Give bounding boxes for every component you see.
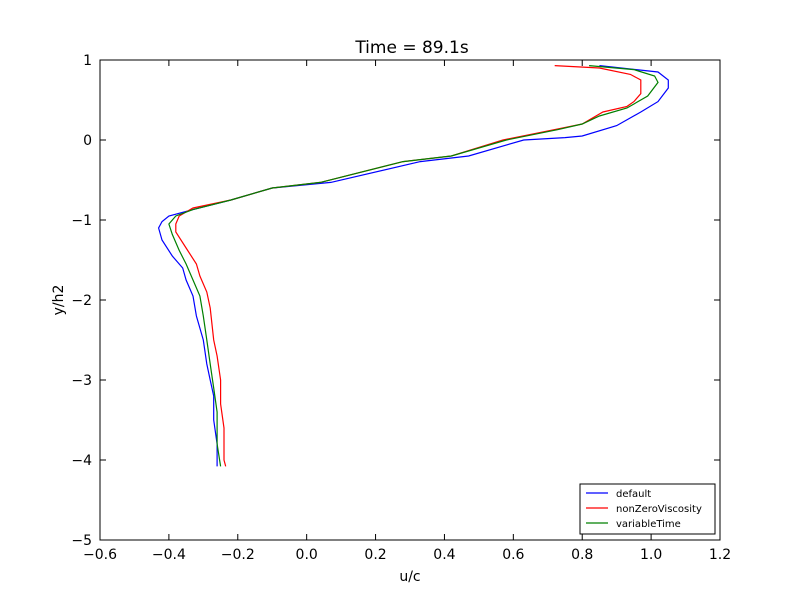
x-tick-label: 0.6	[502, 547, 524, 563]
y-tick-label: 0	[83, 133, 92, 149]
legend-box	[579, 483, 716, 535]
chart-title: Time = 89.1s	[354, 38, 469, 58]
plot-area	[157, 65, 669, 467]
x-tick-label: 0.8	[571, 547, 593, 563]
legend: default nonZeroViscosity variableTime	[579, 483, 716, 535]
legend-label-nonZeroViscosity: nonZeroViscosity	[616, 504, 702, 515]
axes: −0.6 −0.4 −0.2 0.0 0.2 0.4 0.6 0.8 1.0 1.2 1 0 −1 −2 −…	[71, 53, 731, 563]
y-tick-label: −3	[71, 373, 92, 389]
series-line-default	[157, 65, 669, 467]
y-tick-label: 1	[83, 53, 92, 69]
legend-label-default: default	[616, 489, 651, 500]
legend-label-variableTime: variableTime	[616, 519, 681, 530]
series-line-variableTime	[168, 65, 659, 467]
y-tick-label: −1	[71, 213, 92, 229]
x-tick-label: −0.4	[152, 547, 186, 563]
y-axis-title: y/h2	[51, 285, 67, 316]
series-line-nonZeroViscosity	[175, 65, 642, 467]
x-tick-label: −0.2	[221, 547, 255, 563]
x-tick-label: 1.0	[640, 547, 662, 563]
x-tick-label: −0.6	[83, 547, 117, 563]
x-tick-label: 0.4	[433, 547, 455, 563]
x-axis-title: u/c	[399, 569, 420, 585]
x-tick-label: 1.2	[709, 547, 731, 563]
x-tick-label: 0.0	[296, 547, 318, 563]
y-tick-label: −5	[71, 533, 92, 549]
x-tick-label: 0.2	[364, 547, 386, 563]
y-tick-label: −4	[71, 453, 92, 469]
y-tick-label: −2	[71, 293, 92, 309]
